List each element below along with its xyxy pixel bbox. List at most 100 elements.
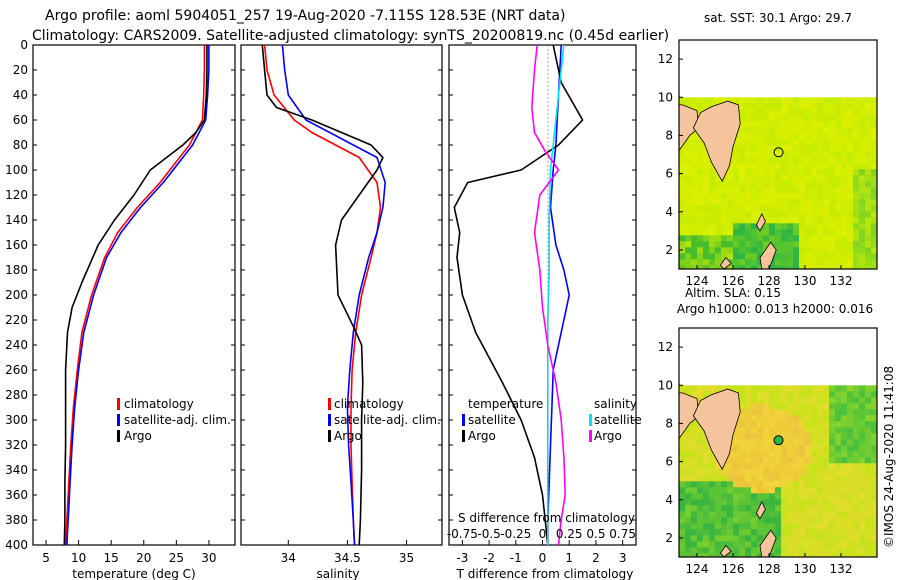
map-cell bbox=[853, 235, 860, 242]
map-cell bbox=[847, 121, 854, 128]
map-cell bbox=[709, 241, 716, 248]
map-cell bbox=[751, 199, 758, 206]
map-cell bbox=[865, 397, 872, 404]
map-cell bbox=[859, 181, 866, 188]
map-cell bbox=[715, 553, 722, 557]
map-cell bbox=[841, 463, 848, 470]
map-cell bbox=[817, 133, 824, 140]
map-cell bbox=[805, 547, 812, 554]
map-cell bbox=[805, 127, 812, 134]
map-cell bbox=[727, 223, 734, 230]
map-cell bbox=[835, 385, 842, 392]
map-cell bbox=[859, 205, 866, 212]
map-cell bbox=[787, 217, 794, 224]
map-cell bbox=[781, 121, 788, 128]
map-cell bbox=[775, 145, 782, 152]
map-cell bbox=[823, 391, 830, 398]
map-cell bbox=[769, 487, 776, 494]
map-cell bbox=[787, 511, 794, 518]
map-cell bbox=[775, 385, 782, 392]
map-cell bbox=[721, 493, 728, 500]
legend-swatch-argo bbox=[117, 430, 120, 442]
map-cell bbox=[787, 385, 794, 392]
map-cell bbox=[871, 397, 877, 404]
map-cell bbox=[751, 403, 758, 410]
map-cell bbox=[691, 199, 698, 206]
map-cell bbox=[799, 181, 806, 188]
map-cell bbox=[835, 511, 842, 518]
map-cell bbox=[685, 169, 692, 176]
map-cell bbox=[817, 211, 824, 218]
map-cell bbox=[871, 541, 877, 548]
map-cell bbox=[739, 103, 746, 110]
map-cell bbox=[697, 175, 704, 182]
legend-swatch-t-argo bbox=[462, 430, 465, 442]
map-cell bbox=[691, 385, 698, 392]
map-cell bbox=[739, 223, 746, 230]
map-cell bbox=[679, 469, 686, 476]
map-cell bbox=[781, 391, 788, 398]
map-cell bbox=[751, 253, 758, 260]
map-cell bbox=[679, 145, 686, 152]
map-cell bbox=[751, 397, 758, 404]
map-cell bbox=[865, 145, 872, 152]
map-cell bbox=[841, 121, 848, 128]
map-cell bbox=[835, 181, 842, 188]
map-cell bbox=[847, 211, 854, 218]
map-cell bbox=[733, 433, 740, 440]
map-cell bbox=[703, 457, 710, 464]
map-cell bbox=[823, 445, 830, 452]
map-cell bbox=[793, 451, 800, 458]
map-cell bbox=[817, 451, 824, 458]
map-cell bbox=[817, 97, 824, 104]
map-cell bbox=[757, 415, 764, 422]
map-cell bbox=[769, 403, 776, 410]
salinity-xtick-2: 35 bbox=[399, 551, 414, 565]
map-cell bbox=[823, 523, 830, 530]
map-cell bbox=[829, 463, 836, 470]
map-cell bbox=[805, 217, 812, 224]
map-cell bbox=[763, 487, 770, 494]
map-cell bbox=[781, 127, 788, 134]
map-cell bbox=[841, 409, 848, 416]
map-cell bbox=[745, 415, 752, 422]
map-cell bbox=[799, 499, 806, 506]
map-cell bbox=[793, 529, 800, 536]
map-cell bbox=[865, 127, 872, 134]
map-cell bbox=[709, 535, 716, 542]
map-cell bbox=[721, 463, 728, 470]
map-cell bbox=[847, 553, 854, 557]
map-cell bbox=[745, 151, 752, 158]
map-cell bbox=[709, 193, 716, 200]
map-xtick-128: 128 bbox=[758, 562, 781, 576]
map-cell bbox=[745, 139, 752, 146]
map-cell bbox=[793, 493, 800, 500]
map-cell bbox=[775, 139, 782, 146]
map-cell bbox=[859, 439, 866, 446]
map-cell bbox=[697, 169, 704, 176]
map-cell bbox=[871, 145, 877, 152]
map-cell bbox=[859, 151, 866, 158]
difference-series-s-argo bbox=[530, 45, 567, 545]
map-cell bbox=[787, 259, 794, 266]
map-cell bbox=[775, 223, 782, 230]
map-cell bbox=[709, 229, 716, 236]
map-cell bbox=[859, 115, 866, 122]
map-cell bbox=[775, 523, 782, 530]
map-cell bbox=[727, 517, 734, 524]
map-cell bbox=[835, 481, 842, 488]
map-cell bbox=[787, 229, 794, 236]
map-cell bbox=[847, 247, 854, 254]
map-cell bbox=[733, 157, 740, 164]
map-cell bbox=[775, 169, 782, 176]
map-cell bbox=[697, 247, 704, 254]
map-cell bbox=[841, 199, 848, 206]
map-cell bbox=[853, 445, 860, 452]
map-cell bbox=[781, 253, 788, 260]
map-cell bbox=[745, 469, 752, 476]
map-cell bbox=[739, 391, 746, 398]
map-cell bbox=[871, 241, 877, 248]
map-cell bbox=[727, 523, 734, 530]
map-ytick-12: 12 bbox=[658, 52, 673, 66]
map-cell bbox=[775, 493, 782, 500]
